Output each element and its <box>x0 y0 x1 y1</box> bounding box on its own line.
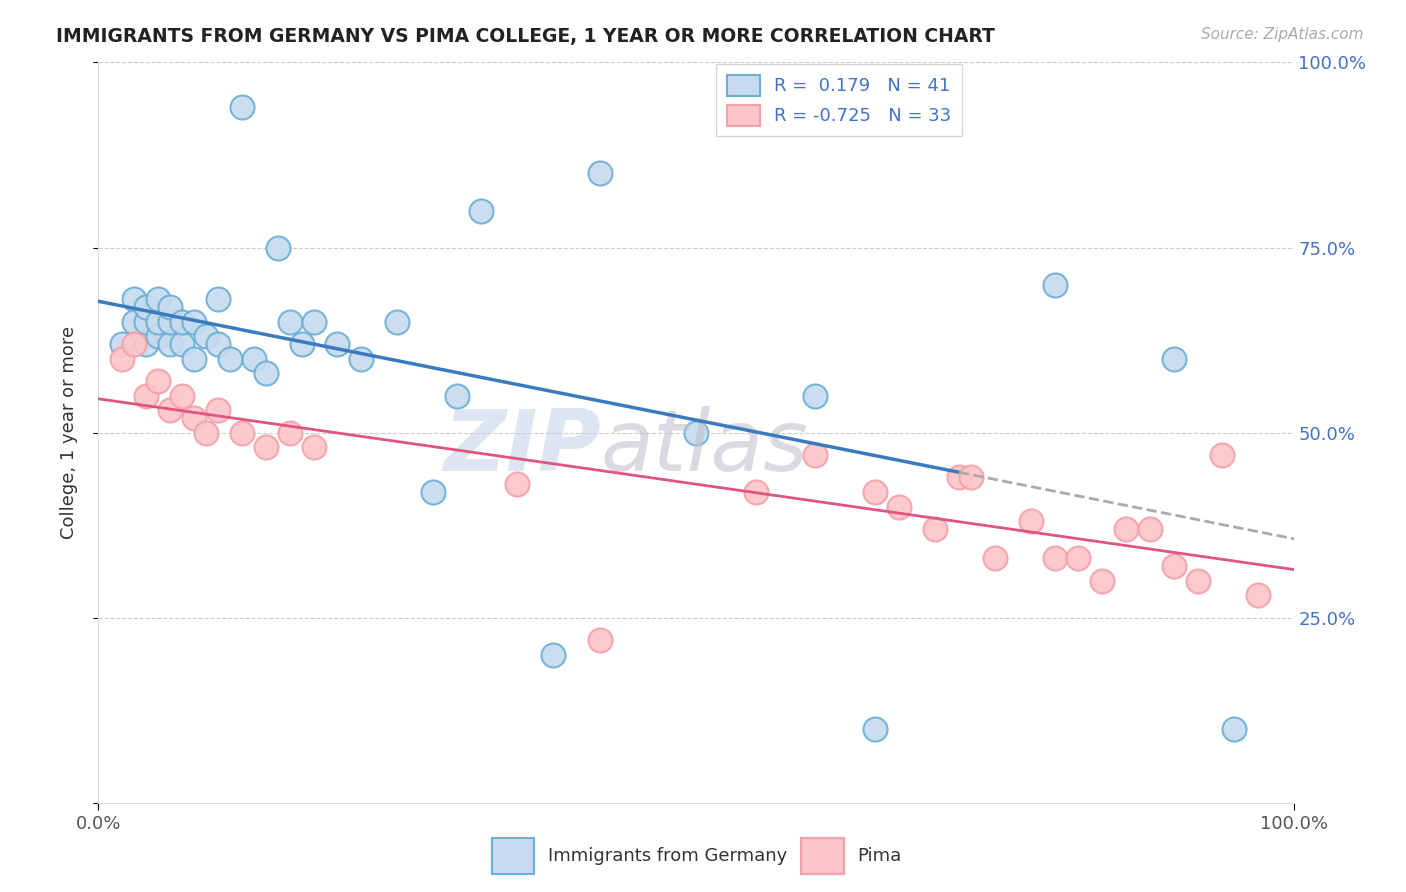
Point <box>278 425 301 440</box>
Point <box>124 336 146 351</box>
Point <box>422 484 444 499</box>
Point <box>148 293 170 307</box>
Point <box>446 388 468 402</box>
Point <box>1139 522 1161 536</box>
Point <box>1043 277 1066 292</box>
Point <box>1091 574 1114 588</box>
FancyBboxPatch shape <box>801 838 844 874</box>
Point <box>159 336 181 351</box>
Point <box>148 374 170 388</box>
Point <box>889 500 911 514</box>
Point <box>267 240 290 255</box>
Point <box>183 410 205 425</box>
Point <box>243 351 266 366</box>
Point <box>685 425 707 440</box>
FancyBboxPatch shape <box>492 838 534 874</box>
Point <box>865 722 887 736</box>
Point <box>148 329 170 343</box>
Legend: R =  0.179   N = 41, R = -0.725   N = 33: R = 0.179 N = 41, R = -0.725 N = 33 <box>717 64 962 136</box>
Point <box>1067 551 1090 566</box>
Point <box>135 314 157 328</box>
Point <box>589 166 612 180</box>
Text: Source: ZipAtlas.com: Source: ZipAtlas.com <box>1201 27 1364 42</box>
Point <box>183 314 205 328</box>
Point <box>219 351 242 366</box>
Point <box>326 336 349 351</box>
Point <box>254 367 277 381</box>
Point <box>470 203 492 218</box>
Point <box>541 648 564 662</box>
Point <box>135 300 157 314</box>
Point <box>589 632 612 647</box>
Point <box>254 441 277 455</box>
Point <box>302 441 325 455</box>
Point <box>506 477 529 491</box>
Text: Pima: Pima <box>858 847 901 865</box>
Point <box>195 329 218 343</box>
Text: IMMIGRANTS FROM GERMANY VS PIMA COLLEGE, 1 YEAR OR MORE CORRELATION CHART: IMMIGRANTS FROM GERMANY VS PIMA COLLEGE,… <box>56 27 995 45</box>
Point <box>183 351 205 366</box>
Point <box>159 314 181 328</box>
Text: ZIP: ZIP <box>443 406 600 489</box>
Point <box>960 470 983 484</box>
Point <box>1019 515 1042 529</box>
Point <box>984 551 1007 566</box>
Point <box>111 351 134 366</box>
Text: Immigrants from Germany: Immigrants from Germany <box>548 847 787 865</box>
Point <box>135 388 157 402</box>
Point <box>159 300 181 314</box>
Point <box>1247 589 1270 603</box>
Point <box>207 403 229 417</box>
Point <box>385 314 409 328</box>
Point <box>124 314 146 328</box>
Point <box>172 314 194 328</box>
Point <box>804 448 827 462</box>
Point <box>195 425 218 440</box>
Point <box>1211 448 1233 462</box>
Point <box>172 388 194 402</box>
Point <box>124 293 146 307</box>
Point <box>1115 522 1137 536</box>
Point <box>745 484 768 499</box>
Point <box>1163 558 1185 573</box>
Y-axis label: College, 1 year or more: College, 1 year or more <box>59 326 77 539</box>
Point <box>1043 551 1066 566</box>
Point <box>1163 351 1185 366</box>
Point <box>948 470 970 484</box>
Point <box>804 388 827 402</box>
Point <box>350 351 373 366</box>
Point <box>207 336 229 351</box>
Point <box>135 336 157 351</box>
Point <box>924 522 946 536</box>
Text: atlas: atlas <box>600 406 808 489</box>
Point <box>302 314 325 328</box>
Point <box>111 336 134 351</box>
Point <box>172 336 194 351</box>
Point <box>231 100 253 114</box>
Point <box>1223 722 1246 736</box>
Point <box>278 314 301 328</box>
Point <box>291 336 314 351</box>
Point <box>159 403 181 417</box>
Point <box>231 425 253 440</box>
Point <box>207 293 229 307</box>
Point <box>865 484 887 499</box>
Point <box>148 314 170 328</box>
Point <box>1187 574 1209 588</box>
